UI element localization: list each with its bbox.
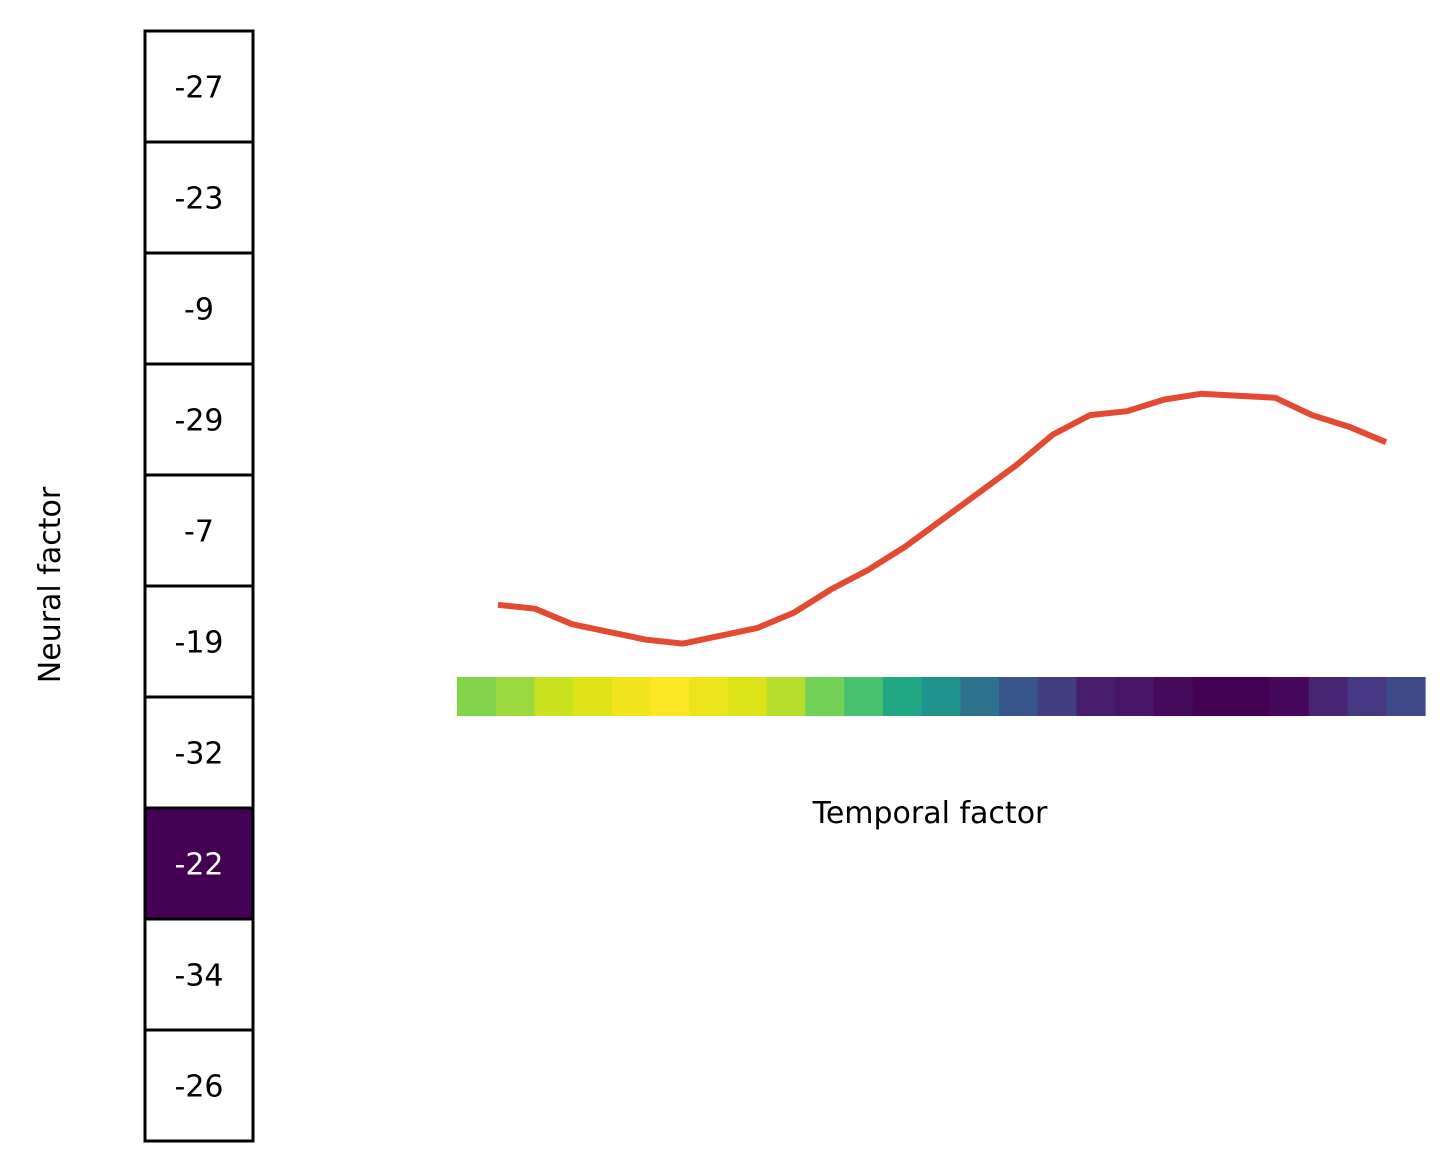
neural-factor-cell-label: -26	[175, 1070, 224, 1105]
temporal-factor-color-cell	[766, 677, 807, 716]
temporal-factor-color-cell	[650, 677, 690, 716]
temporal-factor-color-cell	[921, 677, 961, 716]
temporal-factor-color-cell	[1347, 677, 1387, 716]
temporal-factor-color-cell	[1037, 677, 1078, 716]
temporal-factor-color-cell	[457, 677, 497, 716]
neural-factor-cell-label: -9	[184, 293, 214, 328]
temporal-factor-color-cell	[534, 677, 574, 716]
neural-factor-cell-label: -19	[175, 626, 224, 661]
neural-factor-cell-label: -7	[184, 515, 214, 550]
temporal-factor-color-cell	[611, 677, 652, 716]
temporal-factor-line-plot	[497, 390, 1388, 647]
neural-factor-cell-label: -34	[175, 959, 224, 994]
temporal-factor-color-cell	[882, 677, 923, 716]
neural-factor-cell-label: -27	[175, 71, 224, 106]
temporal-factor-color-cell	[1115, 677, 1155, 716]
temporal-factor-color-cell	[1308, 677, 1349, 716]
temporal-factor-color-cell	[1076, 677, 1116, 716]
temporal-factor-color-cell	[573, 677, 613, 716]
temporal-factor-color-cell	[1231, 677, 1271, 716]
neural-factor-cell-label: -23	[175, 182, 224, 217]
temporal-factor-color-cell	[728, 677, 768, 716]
neural-factor-cell	[143, 584, 255, 699]
temporal-factor-color-cell	[844, 677, 884, 716]
temporal-factor-color-cell	[999, 677, 1039, 716]
neural-factor-cell	[143, 1028, 255, 1143]
neural-factor-column: -27 -23 -9 -29 -7 -19 -32 -22 -34 -26	[143, 29, 255, 1143]
neural-factor-cell-label: -22	[175, 848, 224, 883]
temporal-factor-color-cell	[495, 677, 536, 716]
temporal-factor-color-cell	[1270, 677, 1310, 716]
temporal-factor-color-cell	[1386, 677, 1426, 716]
temporal-factor-color-cell	[1192, 677, 1232, 716]
temporal-factor-color-cell	[689, 677, 729, 716]
neural-factor-cell	[143, 362, 255, 477]
temporal-factor-line	[497, 390, 1388, 647]
neural-factor-cell	[143, 140, 255, 255]
temporal-factor-color-cell	[960, 677, 1000, 716]
neural-factor-cell	[143, 806, 255, 921]
temporal-factor-color-cell	[805, 677, 845, 716]
neural-factor-cell-label: -32	[175, 737, 224, 772]
neural-factor-cell-label: -29	[175, 404, 224, 439]
temporal-factor-colorbar	[457, 677, 1426, 716]
temporal-factor-color-cell	[1153, 677, 1194, 716]
neural-factor-axis-label: Neural factor	[33, 486, 68, 683]
temporal-factor-axis-label: Temporal factor	[812, 796, 1048, 831]
neural-factor-cell	[143, 29, 255, 144]
